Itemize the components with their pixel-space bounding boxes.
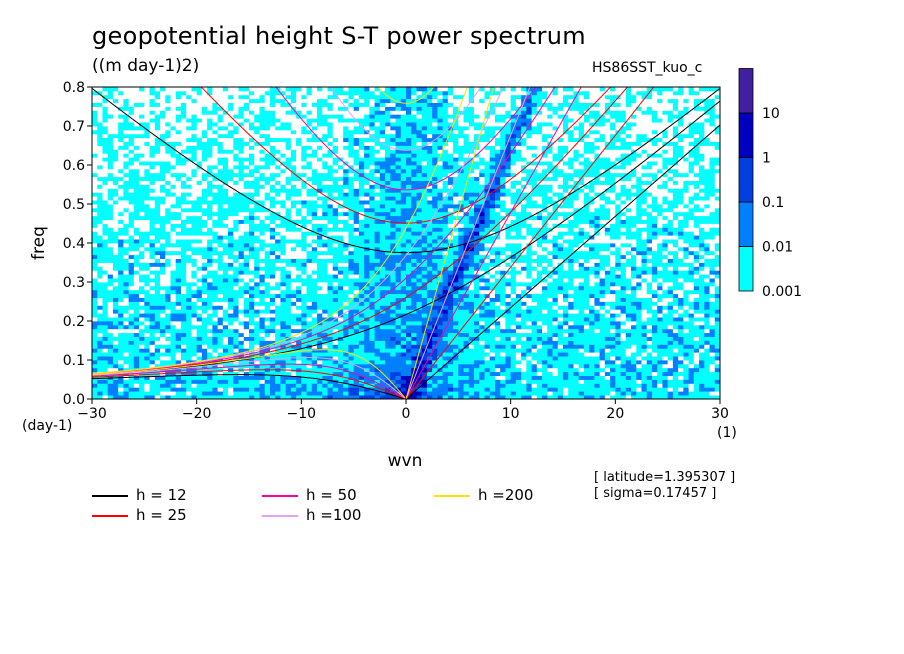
legend-swatch bbox=[262, 495, 298, 497]
latitude-annotation: [ latitude=1.395307 ] bbox=[594, 470, 736, 485]
colorbar: 0.001 0.01 0.1 1 10 bbox=[738, 68, 802, 300]
run-label: HS86SST_kuo_c bbox=[592, 60, 703, 76]
x-tick-label: 0 bbox=[402, 406, 411, 422]
x-unit-label: (1) bbox=[717, 425, 737, 441]
power-field bbox=[92, 87, 720, 399]
legend-label: h =200 bbox=[478, 486, 534, 504]
x-tick-label: 30 bbox=[711, 406, 729, 422]
colorbar-swatch bbox=[738, 112, 754, 158]
x-tick-label: 20 bbox=[606, 406, 624, 422]
colorbar-swatch bbox=[738, 246, 754, 292]
x-tick-label: 10 bbox=[502, 406, 520, 422]
legend-label: h = 50 bbox=[306, 486, 357, 504]
colorbar-swatch bbox=[738, 68, 754, 114]
sigma-annotation: [ sigma=0.17457 ] bbox=[594, 486, 717, 501]
legend-swatch bbox=[434, 495, 470, 497]
y-tick-label: 0.4 bbox=[63, 236, 85, 252]
curve-h-25 bbox=[92, 87, 655, 399]
legend-label: h = 12 bbox=[136, 486, 187, 504]
x-tick-label: −10 bbox=[287, 406, 317, 422]
x-axis-label: wvn bbox=[388, 451, 423, 471]
colorbar-swatch bbox=[738, 157, 754, 203]
legend-swatch bbox=[262, 515, 298, 517]
curve-h-12 bbox=[92, 87, 720, 399]
x-tick-label: −20 bbox=[182, 406, 212, 422]
chart-title: geopotential height S-T power spectrum bbox=[92, 22, 586, 50]
colorbar-swatch bbox=[738, 201, 754, 247]
curve-h-200 bbox=[92, 87, 495, 399]
legend-swatch bbox=[92, 515, 128, 517]
colorbar-label: 10 bbox=[762, 106, 780, 122]
curve-h-50 bbox=[92, 87, 582, 399]
curve-h-100 bbox=[92, 87, 531, 399]
colorbar-label: 0.001 bbox=[762, 284, 802, 300]
y-tick-label: 0.3 bbox=[63, 275, 85, 291]
legend-label: h =100 bbox=[306, 506, 362, 524]
y-tick-label: 0.7 bbox=[63, 119, 85, 135]
colorbar-label: 0.1 bbox=[762, 195, 784, 211]
y-tick-label: 0.1 bbox=[63, 353, 85, 369]
x-tick-label: −30 bbox=[77, 406, 107, 422]
y-axis: 0.0 0.1 0.2 0.3 0.4 0.5 0.6 0.7 0.8 bbox=[63, 80, 92, 408]
legend-label: h = 25 bbox=[136, 506, 187, 524]
y-axis-label: freq bbox=[29, 226, 49, 260]
dispersion-curves bbox=[92, 87, 720, 399]
y-tick-label: 0.5 bbox=[63, 197, 85, 213]
y-tick-label: 0.8 bbox=[63, 80, 85, 96]
y-tick-label: 0.6 bbox=[63, 158, 85, 174]
y-tick-label: 0.2 bbox=[63, 314, 85, 330]
colorbar-label: 0.01 bbox=[762, 240, 793, 256]
x-axis: −30 −20 −10 0 10 20 30 bbox=[77, 399, 729, 422]
colorbar-label: 1 bbox=[762, 151, 771, 167]
units-label: ((m day-1)2) bbox=[92, 56, 200, 76]
y-unit-label: (day-1) bbox=[22, 418, 72, 434]
y-tick-label: 0.0 bbox=[63, 392, 85, 408]
legend-swatch bbox=[92, 495, 128, 497]
